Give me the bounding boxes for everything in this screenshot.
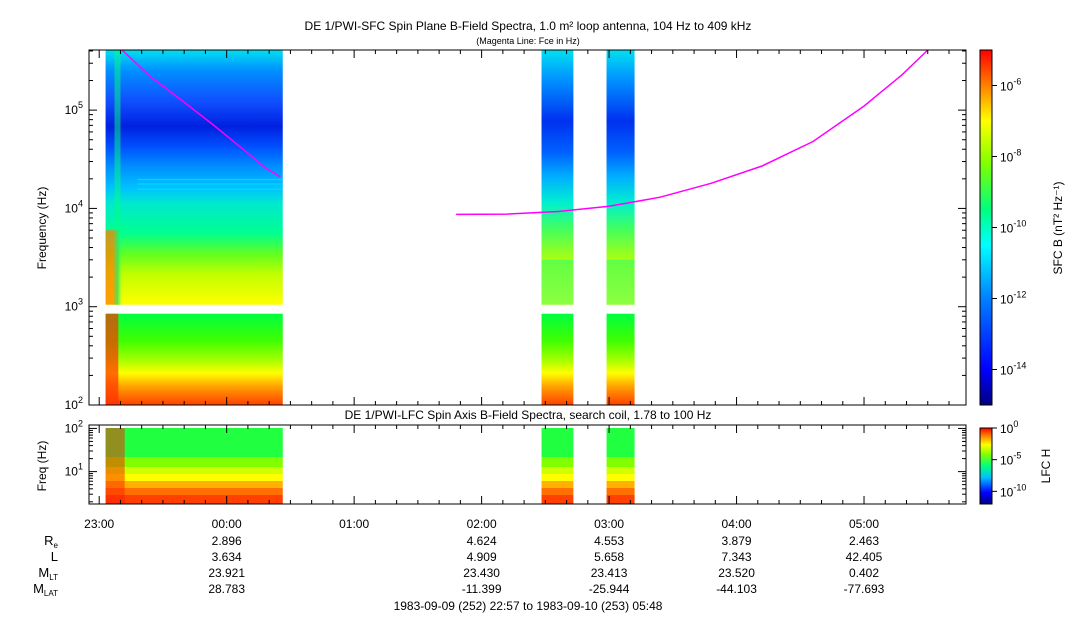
sfc-y-label: Frequency (Hz) <box>35 187 49 270</box>
time-tick-label: 03:00 <box>594 517 624 531</box>
ephemeris-value: -25.944 <box>589 582 630 596</box>
sfc-fce-line <box>121 49 929 216</box>
fce-line-segment-1 <box>121 49 281 178</box>
lfc-title: DE 1/PWI-LFC Spin Axis B-Field Spectra, … <box>345 408 712 422</box>
sfc-colorbar: 10-6 10-8 10-10 10-12 10-14 SFC B (nT² Hz⁻¹) <box>979 49 1065 406</box>
lfc-x-ticks <box>98 425 950 504</box>
sfc-data-block-1 <box>105 50 283 405</box>
y-tick-label: 105 <box>65 100 83 117</box>
ephemeris-value: 3.634 <box>212 550 242 564</box>
lfc-y-label: Freq (Hz) <box>35 441 49 492</box>
sfc-colorbar-ticks: 10-6 10-8 10-10 10-12 10-14 <box>992 77 1026 378</box>
ephemeris-value: 2.896 <box>212 534 242 548</box>
colorbar-tick-label: 10-10 <box>1000 219 1026 236</box>
ephemeris-row-label: Re <box>44 533 58 550</box>
lfc-colorbar: 100 10-5 10-10 LFC H <box>979 419 1053 505</box>
ephemeris-value: 42.405 <box>846 550 883 564</box>
lfc-panel: 101 102 Freq (Hz) <box>35 418 967 505</box>
ephemeris-table: Re 2.896 4.624 4.553 3.879 2.463 L 3.634 4.909 5.… <box>33 533 885 598</box>
ephemeris-value: 4.909 <box>467 550 497 564</box>
ephemeris-value: 7.343 <box>722 550 752 564</box>
ephemeris-row-label: L <box>51 549 58 564</box>
colorbar-tick-label: 10-12 <box>1000 290 1026 307</box>
time-tick-label: 23:00 <box>84 517 114 531</box>
ephemeris-value: 3.879 <box>722 534 752 548</box>
colorbar-tick-label: 10-10 <box>1000 482 1026 499</box>
ephemeris-value: -44.103 <box>716 582 757 596</box>
lfc-data-block-2 <box>541 428 574 504</box>
colorbar-tick-label: 10-5 <box>1000 451 1021 468</box>
sfc-colorbar-label: SFC B (nT² Hz⁻¹) <box>1051 182 1065 275</box>
y-tick-label: 104 <box>65 198 83 215</box>
colorbar-tick-label: 100 <box>1000 419 1018 436</box>
colorbar-tick-label: 10-14 <box>1000 361 1026 378</box>
sfc-data-region <box>105 50 635 405</box>
ephemeris-value: 4.553 <box>594 534 624 548</box>
sfc-subtitle: (Magenta Line: Fce in Hz) <box>476 36 580 46</box>
lfc-data-region <box>105 428 635 504</box>
ephemeris-value: 28.783 <box>208 582 245 596</box>
y-tick-label: 103 <box>65 297 83 314</box>
ephemeris-row-label: MLAT <box>33 581 58 598</box>
y-tick-label: 102 <box>65 395 83 412</box>
ephemeris-value: -11.399 <box>462 582 502 596</box>
ephemeris-value: -77.693 <box>844 582 885 596</box>
time-axis-labels: 23:00 00:00 01:00 02:00 03:00 04:00 05:00 <box>84 517 879 531</box>
time-tick-label: 05:00 <box>849 517 879 531</box>
sfc-colorbar-scale <box>979 49 993 406</box>
ephemeris-value: 0.402 <box>849 566 879 580</box>
time-tick-label: 01:00 <box>339 517 369 531</box>
ephemeris-row-label: MLT <box>38 565 58 582</box>
ephemeris-value: 23.413 <box>591 566 628 580</box>
sfc-data-block-3 <box>606 50 635 405</box>
time-tick-label: 02:00 <box>467 517 497 531</box>
time-tick-label: 00:00 <box>212 517 242 531</box>
time-tick-label: 04:00 <box>722 517 752 531</box>
ephemeris-value: 5.658 <box>594 550 624 564</box>
lfc-frame <box>88 424 967 505</box>
ephemeris-value: 23.520 <box>718 566 755 580</box>
sfc-data-block-2 <box>541 50 574 405</box>
lfc-data-block-3 <box>606 428 635 504</box>
colorbar-tick-label: 10-6 <box>1000 77 1021 94</box>
sfc-title: DE 1/PWI-SFC Spin Plane B-Field Spectra,… <box>305 19 752 33</box>
sfc-frame <box>88 49 967 406</box>
colorbar-tick-label: 10-8 <box>1000 148 1021 165</box>
lfc-colorbar-ticks: 100 10-5 10-10 <box>992 419 1026 499</box>
lfc-data-block-1 <box>105 428 283 504</box>
ephemeris-value: 23.430 <box>463 566 500 580</box>
ephemeris-value: 2.463 <box>849 534 879 548</box>
date-range-footer: 1983-09-09 (252) 22:57 to 1983-09-10 (25… <box>394 599 663 613</box>
lfc-colorbar-label: LFC H <box>1039 449 1053 484</box>
y-tick-label: 102 <box>65 418 83 435</box>
sfc-x-ticks <box>98 50 950 405</box>
ephemeris-value: 23.921 <box>208 566 245 580</box>
ephemeris-value: 4.624 <box>467 534 497 548</box>
fce-line-segment-2 <box>456 49 929 216</box>
sfc-panel: 102 103 104 105 Frequency (Hz) <box>35 49 967 412</box>
y-tick-label: 101 <box>65 462 83 479</box>
lfc-colorbar-scale <box>979 427 993 505</box>
